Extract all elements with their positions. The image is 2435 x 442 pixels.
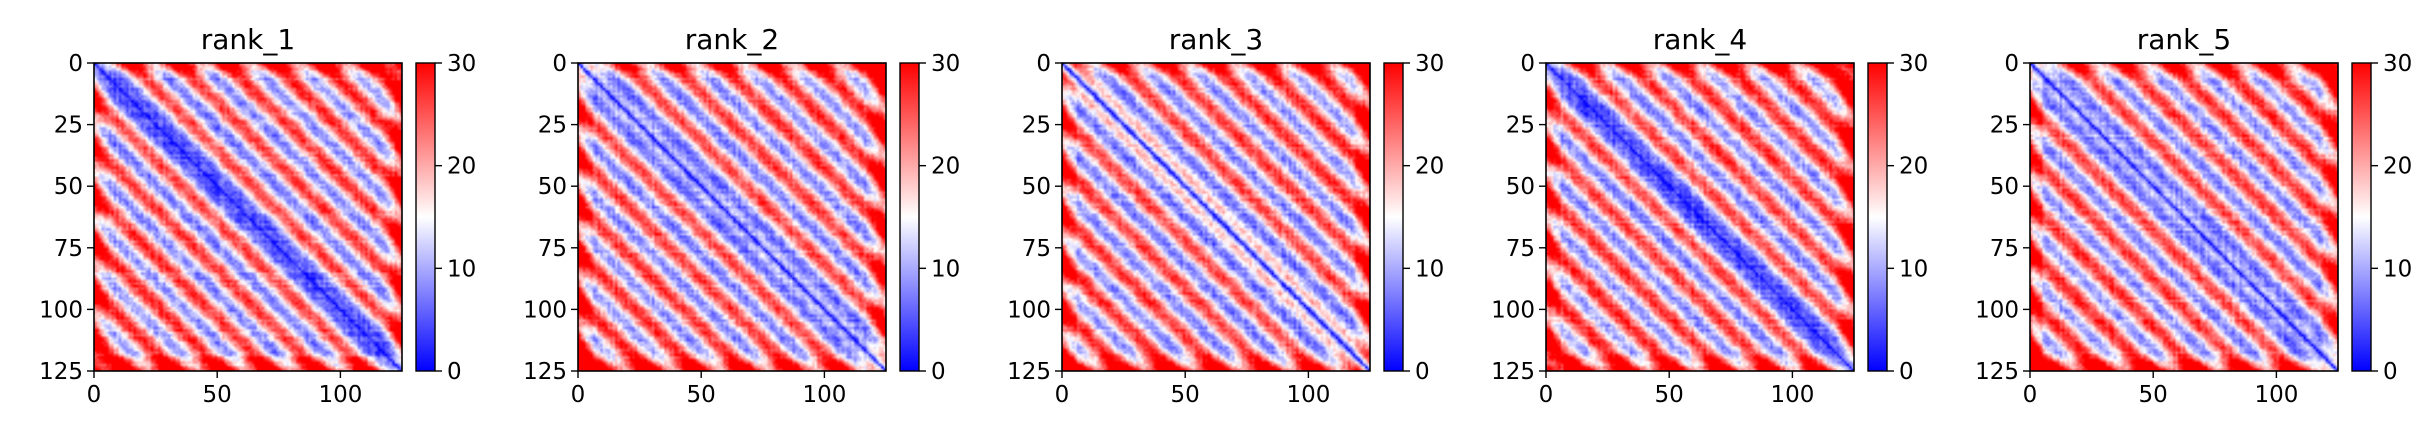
- y-tick-label: 0: [552, 51, 567, 77]
- subplot-title: rank_4: [1653, 23, 1747, 56]
- y-tick-label: 0: [1520, 51, 1535, 77]
- x-tick-label: 50: [687, 382, 716, 408]
- axes-frame: [577, 62, 887, 372]
- heatmap-image: [2030, 63, 2338, 371]
- y-tick-label: 25: [1990, 113, 2019, 139]
- y-tick-label: 25: [1022, 113, 1051, 139]
- colorbar: [416, 63, 435, 371]
- colorbar-tick-label: 10: [447, 256, 476, 282]
- x-tick-label: 50: [203, 382, 232, 408]
- subplot-title: rank_3: [1169, 23, 1263, 56]
- axes-frame: [93, 62, 403, 372]
- colorbar-tick-label: 10: [1899, 256, 1928, 282]
- colorbar-tick-label: 0: [1415, 359, 1430, 385]
- x-tick-label: 100: [318, 382, 362, 408]
- y-tick-label: 0: [1036, 51, 1051, 77]
- heatmap-image: [578, 63, 886, 371]
- colorbar-frame: [899, 62, 920, 372]
- y-tick-label: 100: [1007, 297, 1051, 323]
- y-tick-label: 125: [39, 359, 83, 385]
- y-tick-label: 100: [523, 297, 567, 323]
- y-tick-label: 75: [1022, 236, 1051, 262]
- subplot-title: rank_2: [685, 23, 779, 56]
- colorbar-tick-label: 10: [2383, 256, 2412, 282]
- y-tick-label: 75: [1990, 236, 2019, 262]
- colorbar-frame: [1867, 62, 1888, 372]
- colorbar-tick-label: 20: [1899, 154, 1928, 180]
- subplot-title: rank_1: [201, 23, 295, 56]
- colorbar-tick-label: 20: [1415, 154, 1444, 180]
- y-tick-label: 100: [39, 297, 83, 323]
- colorbar: [1384, 63, 1403, 371]
- x-tick-label: 50: [2139, 382, 2168, 408]
- colorbar-tick-label: 20: [447, 154, 476, 180]
- y-tick-label: 125: [1007, 359, 1051, 385]
- x-tick-label: 100: [1286, 382, 1330, 408]
- colorbar-tick-label: 0: [447, 359, 462, 385]
- x-tick-label: 0: [571, 382, 586, 408]
- axes-frame: [1061, 62, 1371, 372]
- subplot-title: rank_5: [2137, 23, 2231, 56]
- colorbar-tick-label: 30: [1415, 51, 1444, 77]
- x-tick-label: 100: [2254, 382, 2298, 408]
- x-tick-label: 50: [1655, 382, 1684, 408]
- y-tick-label: 25: [538, 113, 567, 139]
- heatmap-image: [1062, 63, 1370, 371]
- colorbar-tick-label: 30: [447, 51, 476, 77]
- x-tick-label: 0: [1539, 382, 1554, 408]
- y-tick-label: 50: [1022, 174, 1051, 200]
- y-tick-label: 25: [54, 113, 83, 139]
- colorbar-tick-label: 30: [931, 51, 960, 77]
- x-tick-label: 0: [2023, 382, 2038, 408]
- y-tick-label: 75: [1506, 236, 1535, 262]
- colorbar-tick-label: 0: [2383, 359, 2398, 385]
- colorbar: [900, 63, 919, 371]
- y-tick-label: 125: [1975, 359, 2019, 385]
- axes-frame: [1545, 62, 1855, 372]
- colorbar-tick-label: 30: [2383, 51, 2412, 77]
- y-tick-label: 50: [538, 174, 567, 200]
- x-tick-label: 0: [87, 382, 102, 408]
- colorbar-tick-label: 30: [1899, 51, 1928, 77]
- colorbar: [2352, 63, 2371, 371]
- y-tick-label: 100: [1491, 297, 1535, 323]
- heatmap-image: [94, 63, 402, 371]
- axes-frame: [2029, 62, 2339, 372]
- colorbar-frame: [415, 62, 436, 372]
- y-tick-label: 100: [1975, 297, 2019, 323]
- y-tick-label: 0: [68, 51, 83, 77]
- colorbar: [1868, 63, 1887, 371]
- y-tick-label: 125: [523, 359, 567, 385]
- y-tick-label: 125: [1491, 359, 1535, 385]
- colorbar-frame: [2351, 62, 2372, 372]
- colorbar-tick-label: 10: [931, 256, 960, 282]
- colorbar-tick-label: 20: [2383, 154, 2412, 180]
- x-tick-label: 100: [802, 382, 846, 408]
- x-tick-label: 100: [1770, 382, 1814, 408]
- colorbar-tick-label: 0: [931, 359, 946, 385]
- colorbar-tick-label: 0: [1899, 359, 1914, 385]
- heatmap-image: [1546, 63, 1854, 371]
- y-tick-label: 50: [54, 174, 83, 200]
- colorbar-frame: [1383, 62, 1404, 372]
- y-tick-label: 0: [2004, 51, 2019, 77]
- y-tick-label: 50: [1506, 174, 1535, 200]
- y-tick-label: 50: [1990, 174, 2019, 200]
- colorbar-tick-label: 20: [931, 154, 960, 180]
- y-tick-label: 75: [54, 236, 83, 262]
- x-tick-label: 0: [1055, 382, 1070, 408]
- x-tick-label: 50: [1171, 382, 1200, 408]
- y-tick-label: 75: [538, 236, 567, 262]
- colorbar-tick-label: 10: [1415, 256, 1444, 282]
- y-tick-label: 25: [1506, 113, 1535, 139]
